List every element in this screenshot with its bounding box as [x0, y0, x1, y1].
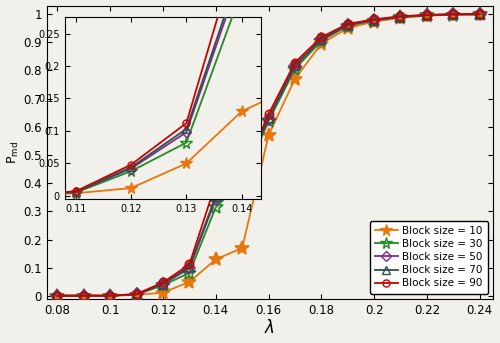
- Block size = 50: [371, 18, 377, 22]
- Block size = 90: [318, 35, 324, 39]
- Block size = 50: [424, 13, 430, 17]
- Block size = 70: [424, 13, 430, 17]
- Block size = 90: [450, 12, 456, 16]
- Block size = 90: [160, 280, 166, 284]
- Block size = 10: [424, 14, 430, 18]
- Block size = 70: [160, 282, 166, 286]
- Block size = 70: [186, 265, 192, 269]
- Block size = 30: [476, 12, 482, 16]
- Block size = 10: [186, 280, 192, 284]
- Line: Block size = 10: Block size = 10: [50, 7, 486, 303]
- Block size = 70: [318, 37, 324, 41]
- Block size = 30: [371, 19, 377, 23]
- Y-axis label: $\mathrm{P_{md}}$: $\mathrm{P_{md}}$: [6, 141, 20, 164]
- Line: Block size = 70: Block size = 70: [52, 10, 484, 300]
- Block size = 10: [450, 13, 456, 17]
- Block size = 70: [398, 14, 404, 19]
- X-axis label: λ: λ: [265, 319, 275, 338]
- Block size = 30: [81, 294, 87, 298]
- Block size = 50: [344, 23, 350, 27]
- Block size = 50: [476, 12, 482, 16]
- Block size = 70: [213, 194, 219, 198]
- Block size = 90: [424, 13, 430, 17]
- Line: Block size = 30: Block size = 30: [50, 7, 486, 303]
- Block size = 10: [213, 257, 219, 261]
- Block size = 70: [107, 294, 113, 298]
- Block size = 10: [134, 293, 140, 297]
- Block size = 10: [266, 133, 272, 137]
- Block size = 30: [107, 294, 113, 298]
- Block size = 30: [318, 39, 324, 43]
- Block size = 90: [476, 12, 482, 16]
- Block size = 70: [476, 12, 482, 16]
- Block size = 30: [54, 294, 60, 298]
- Block size = 90: [107, 294, 113, 298]
- Block size = 70: [54, 294, 60, 298]
- Block size = 30: [239, 180, 245, 184]
- Block size = 10: [239, 246, 245, 250]
- Block size = 50: [107, 294, 113, 298]
- Block size = 30: [213, 205, 219, 209]
- Block size = 90: [344, 22, 350, 26]
- Block size = 10: [398, 16, 404, 20]
- Block size = 50: [134, 292, 140, 296]
- Block size = 70: [239, 176, 245, 180]
- Block size = 90: [371, 17, 377, 21]
- Block size = 90: [81, 294, 87, 298]
- Block size = 90: [292, 60, 298, 64]
- Block size = 50: [186, 266, 192, 270]
- Block size = 10: [292, 77, 298, 81]
- Line: Block size = 50: Block size = 50: [54, 10, 484, 300]
- Block size = 50: [54, 294, 60, 298]
- Block size = 50: [160, 282, 166, 286]
- Block size = 90: [54, 294, 60, 298]
- Block size = 50: [239, 177, 245, 181]
- Block size = 90: [213, 181, 219, 185]
- Block size = 30: [186, 271, 192, 275]
- Block size = 10: [371, 20, 377, 24]
- Block size = 10: [344, 26, 350, 30]
- Block size = 50: [213, 197, 219, 201]
- Block size = 10: [107, 294, 113, 298]
- Block size = 30: [450, 13, 456, 17]
- Block size = 90: [239, 174, 245, 178]
- Block size = 90: [134, 292, 140, 296]
- Block size = 70: [292, 63, 298, 67]
- Block size = 30: [266, 119, 272, 123]
- Block size = 50: [292, 64, 298, 68]
- Block size = 30: [134, 293, 140, 297]
- Block size = 70: [266, 116, 272, 120]
- Line: Block size = 90: Block size = 90: [54, 10, 484, 300]
- Block size = 90: [398, 14, 404, 18]
- Block size = 30: [160, 283, 166, 287]
- Block size = 50: [318, 37, 324, 42]
- Block size = 10: [54, 294, 60, 298]
- Block size = 10: [476, 12, 482, 16]
- Block size = 70: [81, 294, 87, 298]
- Block size = 30: [424, 13, 430, 17]
- Block size = 30: [398, 15, 404, 19]
- Block size = 50: [81, 294, 87, 298]
- Block size = 70: [450, 12, 456, 16]
- Block size = 30: [344, 24, 350, 28]
- Block size = 70: [344, 23, 350, 27]
- Block size = 50: [266, 117, 272, 121]
- Block size = 90: [266, 112, 272, 116]
- Block size = 70: [134, 292, 140, 296]
- Block size = 10: [318, 42, 324, 46]
- Block size = 50: [398, 15, 404, 19]
- Block size = 90: [186, 262, 192, 267]
- Block size = 30: [292, 67, 298, 71]
- Block size = 10: [160, 291, 166, 295]
- Block size = 70: [371, 18, 377, 22]
- Block size = 10: [81, 294, 87, 298]
- Legend: Block size = 10, Block size = 30, Block size = 50, Block size = 70, Block size =: Block size = 10, Block size = 30, Block …: [370, 221, 488, 294]
- Block size = 50: [450, 12, 456, 16]
